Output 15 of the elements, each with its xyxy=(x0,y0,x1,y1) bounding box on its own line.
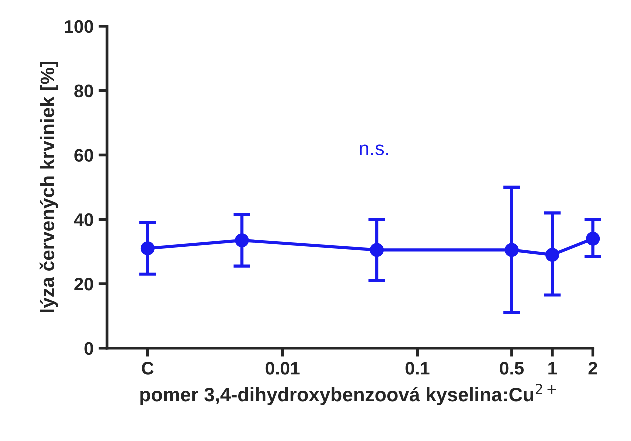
y-tick-label: 0 xyxy=(84,342,94,356)
y-tick-label: 60 xyxy=(74,149,94,162)
annotation: n.s. xyxy=(360,144,388,156)
y-axis-title: lýza červených krviniek [%] xyxy=(40,62,58,313)
y-tick-label: 20 xyxy=(74,278,94,291)
x-tick-label: 0.5 xyxy=(500,362,524,375)
x-tick-label: 0.1 xyxy=(406,362,430,375)
x-tick-label: 0.01 xyxy=(266,362,300,375)
y-tick-label: 40 xyxy=(74,214,94,226)
x-tick-label: 2 xyxy=(588,362,598,375)
x-tick-label: 1 xyxy=(548,362,558,375)
x-tick-label: C xyxy=(142,362,154,375)
y-tick-label: 80 xyxy=(74,84,94,98)
x-axis-title: pomer 3,4-dihydroxybenzoová kyselina:Cu$^{2+}$ xyxy=(140,384,556,406)
y-tick-label: 100 xyxy=(65,20,94,34)
